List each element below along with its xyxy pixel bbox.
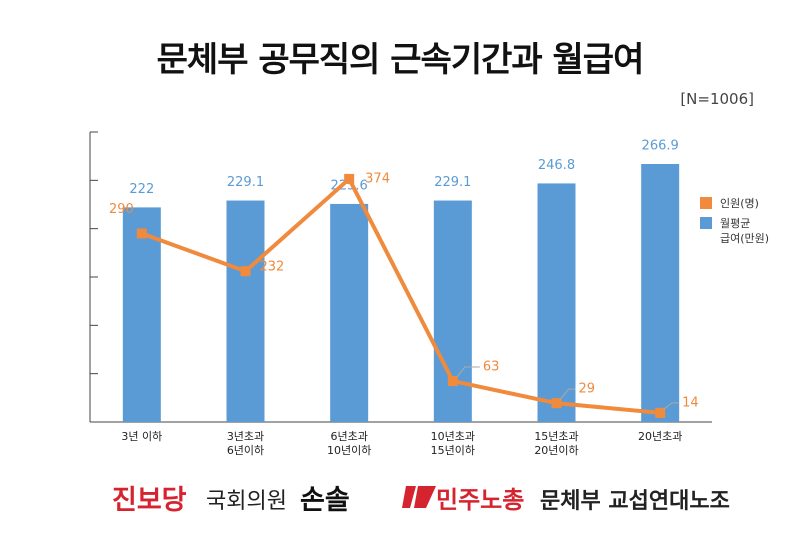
leader-line <box>663 402 680 410</box>
x-tick-label: 10년초과 15년이하 <box>430 430 475 457</box>
data-label: 266.9 <box>642 138 679 153</box>
x-tick-label: 3년 이하 <box>121 430 163 443</box>
x-tick-label: 20년초과 <box>637 430 683 443</box>
data-label: 229.1 <box>434 175 471 190</box>
data-label: 290 <box>109 202 134 217</box>
line <box>141 175 661 415</box>
marker <box>240 266 251 277</box>
legend-label: 월평균 급여(만원) <box>720 217 770 245</box>
marker <box>655 407 666 418</box>
data-label: 229.1 <box>227 175 264 190</box>
marker <box>551 398 562 409</box>
leader-line <box>456 366 480 378</box>
bar <box>330 203 369 422</box>
data-label: 246.8 <box>538 158 575 173</box>
union-logo: 민주노총 <box>436 486 525 514</box>
marker <box>344 173 355 184</box>
bar <box>122 207 161 422</box>
bar <box>226 200 265 422</box>
bar <box>537 183 576 422</box>
x-tick-label: 3년초과 6년이하 <box>226 430 265 457</box>
marker <box>447 376 458 387</box>
data-label: 232 <box>260 260 285 275</box>
bar <box>433 200 472 422</box>
x-tick-label: 15년초과 20년이하 <box>534 430 579 457</box>
footer-text: 국회의원 <box>206 489 287 514</box>
union-icon <box>402 486 436 508</box>
x-tick-label: 6년초과 10년이하 <box>326 430 372 457</box>
leader-line <box>560 388 576 400</box>
chart-title: 문체부 공무직의 근속기간과 월급여 <box>156 40 645 80</box>
footer-name: 손솔 <box>300 485 350 516</box>
bar <box>641 163 680 422</box>
legend-swatch <box>700 197 712 209</box>
footer-text: 문체부 교섭연대노조 <box>540 489 730 514</box>
legend-swatch <box>700 217 712 229</box>
data-label: 63 <box>483 360 500 375</box>
subtitle: [N=1006] <box>680 90 754 108</box>
data-label: 29 <box>579 382 596 397</box>
data-label: 222 <box>129 182 154 197</box>
legend-label: 인원(명) <box>720 197 759 210</box>
marker <box>136 228 147 239</box>
data-label: 14 <box>682 395 699 410</box>
data-label: 374 <box>365 171 390 186</box>
party-logo: 진보당 <box>112 485 187 516</box>
